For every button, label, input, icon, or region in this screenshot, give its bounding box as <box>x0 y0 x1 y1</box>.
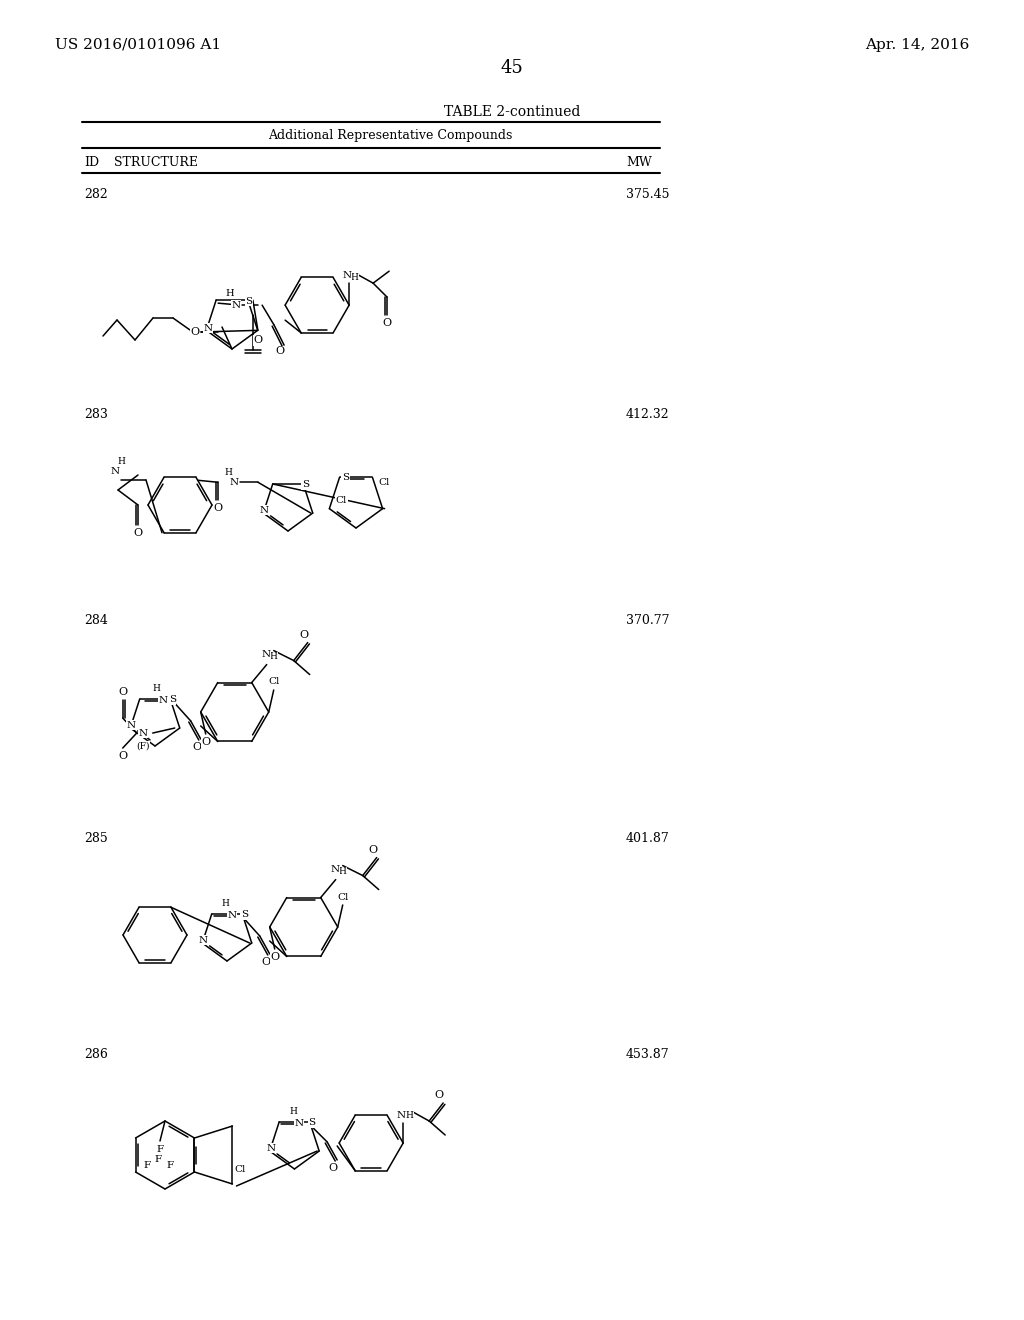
Text: O: O <box>193 742 202 752</box>
Text: O: O <box>299 630 308 640</box>
Text: 284: 284 <box>84 614 108 627</box>
Text: H: H <box>339 867 347 876</box>
Text: F: F <box>167 1162 173 1171</box>
Text: O: O <box>270 952 280 962</box>
Text: TABLE 2-continued: TABLE 2-continued <box>443 106 581 119</box>
Text: 453.87: 453.87 <box>626 1048 670 1061</box>
Text: F: F <box>143 1162 151 1171</box>
Text: 370.77: 370.77 <box>626 614 670 627</box>
Text: F: F <box>157 1144 164 1154</box>
Text: Cl: Cl <box>337 892 348 902</box>
Text: 375.45: 375.45 <box>626 189 670 202</box>
Text: O: O <box>261 957 270 968</box>
Text: O: O <box>201 737 210 747</box>
Text: N: N <box>260 506 269 515</box>
Text: S: S <box>308 1118 315 1127</box>
Text: STRUCTURE: STRUCTURE <box>114 157 198 169</box>
Text: H: H <box>269 652 278 661</box>
Text: H: H <box>117 458 125 466</box>
Text: 286: 286 <box>84 1048 108 1061</box>
Text: N: N <box>261 649 270 659</box>
Text: ID: ID <box>84 157 99 169</box>
Text: N: N <box>204 323 213 333</box>
Text: N: N <box>396 1110 406 1119</box>
Text: H: H <box>406 1110 413 1119</box>
Text: S: S <box>342 473 349 482</box>
Text: H: H <box>226 289 234 297</box>
Text: O: O <box>213 503 222 513</box>
Text: F: F <box>155 1155 162 1163</box>
Text: S: S <box>302 480 309 490</box>
Text: Cl: Cl <box>336 496 347 506</box>
Text: N: N <box>295 1119 304 1129</box>
Text: 45: 45 <box>501 59 523 77</box>
Text: 401.87: 401.87 <box>626 832 670 845</box>
Text: O: O <box>253 335 262 345</box>
Text: H: H <box>222 899 229 908</box>
Text: O: O <box>434 1090 443 1100</box>
Text: Apr. 14, 2016: Apr. 14, 2016 <box>864 38 969 51</box>
Text: O: O <box>369 845 377 854</box>
Text: (F): (F) <box>136 742 150 751</box>
Text: N: N <box>330 865 339 874</box>
Text: 283: 283 <box>84 408 108 421</box>
Text: N: N <box>266 1143 275 1152</box>
Text: N: N <box>229 478 239 487</box>
Text: N: N <box>138 729 147 738</box>
Text: 412.32: 412.32 <box>626 408 670 421</box>
Text: S: S <box>241 911 248 920</box>
Text: N: N <box>111 467 120 477</box>
Text: Cl: Cl <box>268 677 280 686</box>
Text: N: N <box>199 936 208 945</box>
Text: O: O <box>275 346 285 356</box>
Text: O: O <box>133 528 142 539</box>
Text: MW: MW <box>626 157 651 169</box>
Text: S: S <box>169 696 176 705</box>
Text: S: S <box>246 297 253 306</box>
Text: N: N <box>127 721 136 730</box>
Text: N: N <box>158 697 167 705</box>
Text: 285: 285 <box>84 832 108 845</box>
Text: Cl: Cl <box>379 478 390 487</box>
Text: O: O <box>190 327 200 337</box>
Text: 282: 282 <box>84 189 108 202</box>
Text: Additional Representative Compounds: Additional Representative Compounds <box>268 129 512 143</box>
Text: O: O <box>383 318 392 329</box>
Text: O: O <box>118 686 127 697</box>
Text: H: H <box>153 685 161 693</box>
Text: N: N <box>231 301 241 310</box>
Text: N: N <box>343 271 351 280</box>
Text: O: O <box>329 1163 338 1173</box>
Text: US 2016/0101096 A1: US 2016/0101096 A1 <box>55 38 221 51</box>
Text: H: H <box>350 273 358 281</box>
Text: H: H <box>289 1107 297 1117</box>
Text: O: O <box>118 751 127 762</box>
Text: H: H <box>224 467 232 477</box>
Text: Cl: Cl <box>234 1164 246 1173</box>
Text: N: N <box>227 912 237 920</box>
